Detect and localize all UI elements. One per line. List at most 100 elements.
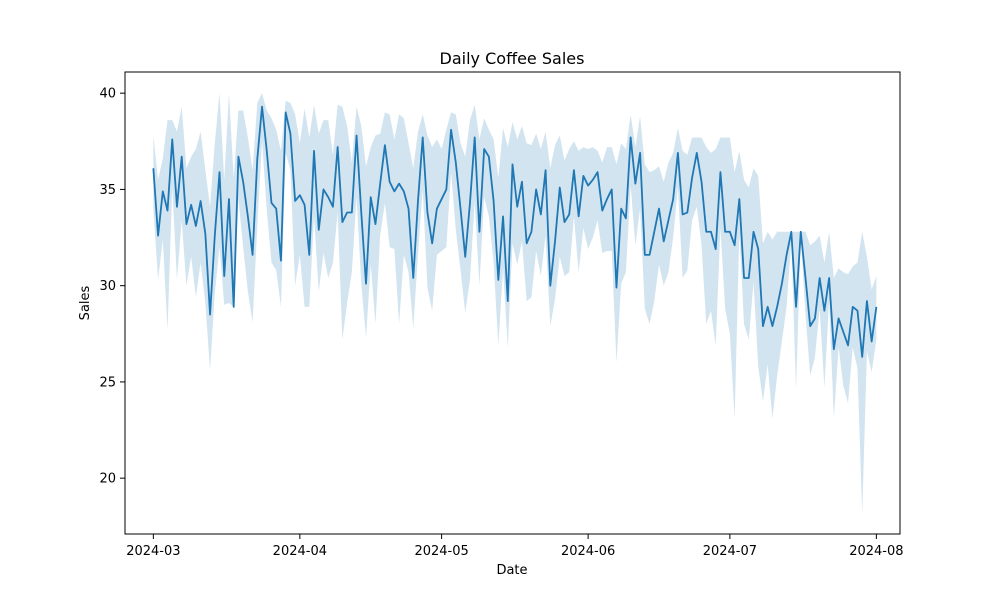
data-point — [804, 277, 806, 279]
y-tick-label: 20 — [99, 472, 116, 487]
data-point — [573, 169, 575, 171]
data-point — [795, 306, 797, 308]
data-point — [521, 181, 523, 183]
data-point — [549, 284, 551, 286]
data-point — [611, 188, 613, 190]
data-point — [507, 300, 509, 302]
data-point — [365, 283, 367, 285]
data-point — [663, 240, 665, 242]
x-axis: 2024-03 2024-04 2024-05 2024-06 2024-07 2024-… — [126, 534, 904, 559]
data-point — [280, 259, 282, 261]
data-point — [648, 254, 650, 256]
data-point — [185, 223, 187, 225]
data-point — [814, 317, 816, 319]
data-point — [629, 136, 631, 138]
y-tick-label: 30 — [99, 279, 116, 294]
data-point — [474, 136, 476, 138]
data-point — [393, 190, 395, 192]
data-point — [355, 134, 357, 136]
x-tick-label: 2024-03 — [126, 544, 180, 559]
data-point — [719, 171, 721, 173]
data-point — [440, 198, 442, 200]
data-point — [525, 242, 527, 244]
data-point — [199, 200, 201, 202]
data-point — [540, 213, 542, 215]
data-point — [176, 206, 178, 208]
data-point — [251, 254, 253, 256]
data-point — [426, 211, 428, 213]
chart-title: Daily Coffee Sales — [440, 49, 585, 68]
data-point — [634, 182, 636, 184]
data-point — [223, 275, 225, 277]
series-line-0 — [152, 105, 878, 358]
data-point — [228, 198, 230, 200]
data-point — [776, 306, 778, 308]
data-point — [696, 152, 698, 154]
data-point — [615, 286, 617, 288]
data-point — [544, 169, 546, 171]
data-point — [388, 181, 390, 183]
data-point — [658, 207, 660, 209]
data-point — [866, 300, 868, 302]
data-point — [422, 136, 424, 138]
data-point — [270, 202, 272, 204]
data-point — [412, 277, 414, 279]
data-point — [450, 129, 452, 131]
data-point — [464, 256, 466, 258]
y-axis-label: Sales — [78, 285, 93, 320]
data-point — [757, 248, 759, 250]
data-point — [313, 150, 315, 152]
data-point — [436, 207, 438, 209]
data-point — [653, 231, 655, 233]
plot-frame — [124, 71, 901, 535]
data-point — [672, 198, 674, 200]
data-point — [322, 188, 324, 190]
data-point — [459, 207, 461, 209]
data-point — [781, 283, 783, 285]
y-tick-label: 35 — [99, 183, 116, 198]
data-point — [620, 207, 622, 209]
data-point — [469, 202, 471, 204]
data-point — [218, 171, 220, 173]
data-point — [256, 157, 258, 159]
data-point — [738, 198, 740, 200]
data-point — [455, 161, 457, 163]
plot-area — [152, 93, 878, 515]
data-point — [530, 231, 532, 233]
data-point — [492, 200, 494, 202]
x-tick-label: 2024-08 — [849, 544, 903, 559]
data-point — [299, 194, 301, 196]
data-point — [261, 105, 263, 107]
data-point — [162, 190, 164, 192]
data-point — [833, 348, 835, 350]
data-point — [606, 198, 608, 200]
data-point — [351, 211, 353, 213]
data-point — [209, 313, 211, 315]
data-point — [818, 277, 820, 279]
data-point — [828, 277, 830, 279]
data-point — [379, 182, 381, 184]
data-point — [861, 356, 863, 358]
data-point — [327, 196, 329, 198]
data-point — [237, 156, 239, 158]
data-point — [681, 213, 683, 215]
data-point — [232, 306, 234, 308]
data-point — [360, 211, 362, 213]
data-point — [204, 233, 206, 235]
data-point — [785, 254, 787, 256]
data-point — [743, 277, 745, 279]
data-point — [823, 310, 825, 312]
data-point — [275, 207, 277, 209]
data-point — [677, 152, 679, 154]
data-point — [152, 167, 154, 169]
x-axis-label: Date — [496, 563, 527, 578]
data-point — [639, 152, 641, 154]
data-point — [715, 248, 717, 250]
data-point — [308, 254, 310, 256]
data-point — [384, 144, 386, 146]
data-point — [242, 181, 244, 183]
data-point — [247, 215, 249, 217]
data-point — [856, 310, 858, 312]
data-point — [766, 306, 768, 308]
data-point — [875, 306, 877, 308]
